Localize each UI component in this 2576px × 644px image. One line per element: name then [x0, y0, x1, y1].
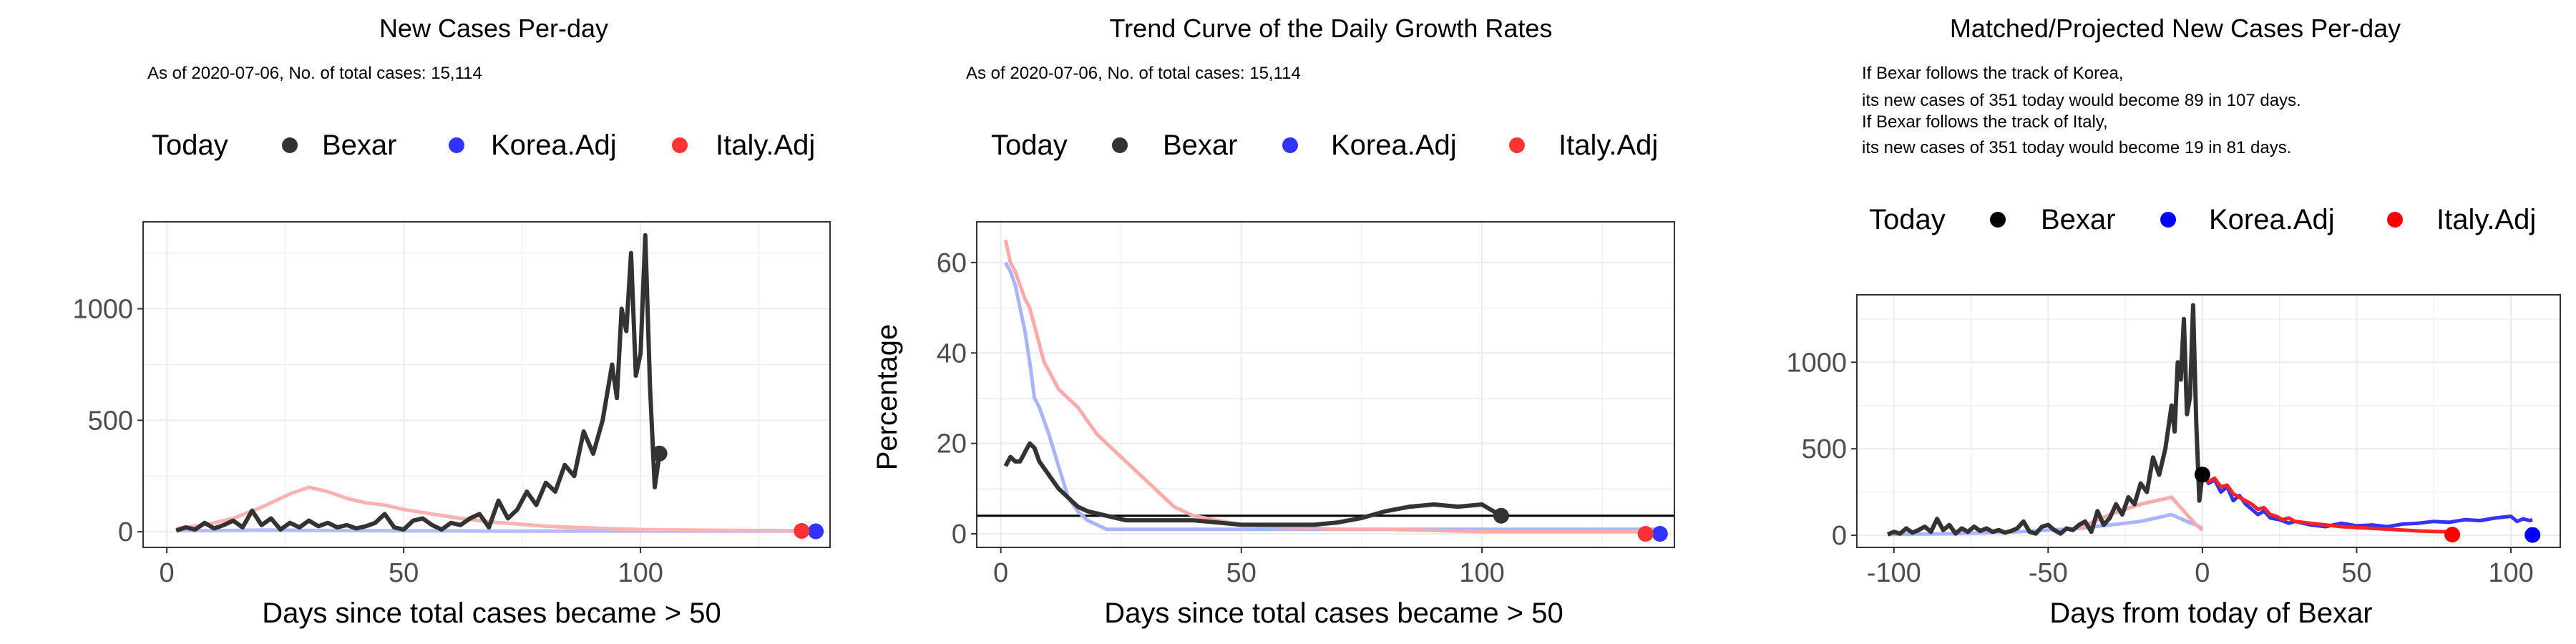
legend: Today Bexar Korea.Adj Italy.Adj [152, 130, 815, 161]
y-tick-label: 0 [118, 517, 133, 547]
x-tick-label: 0 [993, 558, 1008, 588]
annotation-block: If Bexar follows the track of Korea, its… [1862, 64, 2301, 157]
y-axis-label: Percentage [872, 324, 903, 471]
legend-label-italy: Italy.Adj [716, 130, 815, 161]
legend-swatch-bexar [282, 137, 298, 153]
chart-title: Trend Curve of the Daily Growth Rates [1110, 14, 1553, 43]
legend-label-bexar: Bexar [1163, 130, 1238, 161]
chart-panel-growth-rates: Trend Curve of the Daily Growth Rates As… [872, 14, 1675, 629]
series-lines [1003, 239, 1660, 534]
today-point-bexar [2194, 467, 2210, 483]
legend: Today Bexar Korea.Adj Italy.Adj [1869, 204, 2536, 235]
legend-label-korea: Korea.Adj [491, 130, 617, 161]
legend-title: Today [152, 130, 228, 161]
today-point-bexar [1493, 507, 1509, 524]
legend-label-italy: Italy.Adj [2436, 204, 2536, 235]
chart-panel-projected: Matched/Projected New Cases Per-day If B… [1786, 14, 2561, 629]
annotation-line: its new cases of 351 today would become … [1862, 91, 2301, 110]
x-tick-label: 0 [2195, 558, 2210, 588]
legend-swatch-bexar [1990, 212, 2006, 228]
series-line-bexar [1886, 303, 2205, 537]
series-lines [175, 233, 816, 533]
plot-area: 0 50 100 0 20 40 60 [937, 221, 1675, 588]
x-tick-label: 50 [2341, 558, 2371, 588]
chart-subtitle: As of 2020-07-06, No. of total cases: 15… [966, 64, 1301, 83]
today-point-korea-adj [808, 523, 824, 540]
x-tick-label: 50 [1226, 558, 1257, 588]
grid [1857, 295, 2560, 547]
plot-background [977, 222, 1674, 547]
x-tick-label: 100 [618, 558, 663, 588]
x-tick-label: -50 [2029, 558, 2068, 588]
y-tick-label: 1000 [1786, 348, 1847, 378]
y-tick-label: 20 [937, 429, 967, 459]
today-point-bexar [651, 445, 668, 462]
series-line-bexar [1003, 441, 1503, 527]
series-line-bexar [175, 233, 662, 533]
x-tick-label: 100 [2488, 558, 2533, 588]
legend-label-korea: Korea.Adj [1331, 130, 1457, 161]
axes: 0 50 100 0 20 40 60 [937, 248, 1505, 588]
x-tick-label: 50 [389, 558, 419, 588]
series-line-italy-adj [176, 485, 802, 533]
legend-swatch-italy [1509, 137, 1525, 153]
legend-label-korea: Korea.Adj [2209, 204, 2335, 235]
x-tick-label: 100 [1459, 558, 1504, 588]
legend-swatch-korea [2160, 212, 2176, 228]
x-tick-label: 0 [160, 558, 175, 588]
series-line-italy-adj-history [2078, 495, 2204, 532]
chart-subtitle: As of 2020-07-06, No. of total cases: 15… [147, 64, 482, 83]
legend-swatch-korea [449, 137, 464, 153]
annotation-line: If Bexar follows the track of Italy, [1862, 112, 2108, 132]
plot-background [143, 222, 830, 547]
plot-border [142, 221, 831, 548]
today-point-italy-adj [794, 522, 810, 539]
legend-label-bexar: Bexar [322, 130, 397, 161]
today-point-italy-adj [2444, 527, 2461, 543]
annotation-line: its new cases of 351 today would become … [1862, 138, 2291, 157]
legend: Today Bexar Korea.Adj Italy.Adj [991, 130, 1658, 161]
y-tick-label: 500 [1802, 434, 1847, 464]
plot-border [1856, 294, 2561, 548]
today-points [651, 445, 824, 540]
today-point-korea-adj [2524, 527, 2541, 543]
legend-title: Today [991, 130, 1068, 161]
x-axis-label: Days since total cases became > 50 [1104, 597, 1563, 629]
chart-title: New Cases Per-day [379, 14, 608, 43]
plot-border [976, 221, 1675, 548]
today-points [1493, 507, 1668, 542]
legend-swatch-korea [1282, 137, 1298, 153]
today-point-italy-adj [1637, 526, 1654, 542]
series-lines [1886, 303, 2533, 537]
chart-panel-new-cases: New Cases Per-day As of 2020-07-06, No. … [72, 14, 831, 629]
y-tick-label: 40 [937, 338, 967, 369]
today-point-korea-adj [1652, 526, 1668, 542]
legend-swatch-italy [672, 137, 688, 153]
grid [977, 222, 1674, 547]
y-tick-label: 500 [88, 406, 133, 436]
y-tick-label: 0 [952, 519, 967, 550]
y-tick-label: 1000 [72, 295, 133, 325]
series-line-italy-adj [2201, 473, 2453, 534]
chart-title: Matched/Projected New Cases Per-day [1950, 14, 2401, 43]
legend-label-italy: Italy.Adj [1558, 130, 1658, 161]
annotation-line: If Bexar follows the track of Korea, [1862, 64, 2124, 83]
y-tick-label: 60 [937, 248, 967, 278]
x-tick-label: -100 [1867, 558, 1921, 588]
today-points [2194, 467, 2541, 543]
y-tick-label: 0 [1832, 521, 1847, 551]
x-axis-label: Days since total cases became > 50 [262, 597, 721, 629]
legend-swatch-italy [2387, 212, 2403, 228]
legend-title: Today [1869, 204, 1946, 235]
x-axis-label: Days from today of Bexar [2049, 597, 2372, 629]
legend-swatch-bexar [1112, 137, 1128, 153]
plot-background [1857, 295, 2560, 547]
legend-label-bexar: Bexar [2041, 204, 2116, 235]
